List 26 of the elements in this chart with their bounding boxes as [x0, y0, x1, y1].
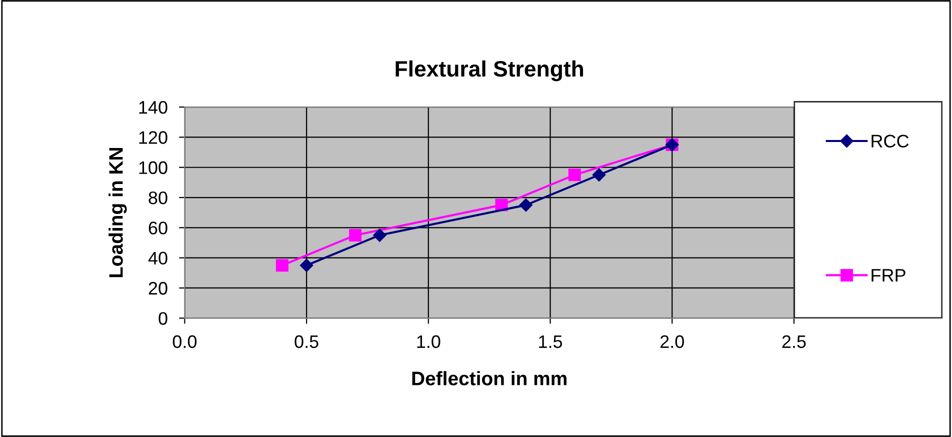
x-tick-label: 1.0	[417, 335, 440, 348]
x-axis-title: Deflection in mm	[412, 371, 566, 386]
x-tick-label: 0.0	[172, 335, 197, 348]
x-tick-label: 0.5	[294, 335, 318, 348]
y-tick-label: 20	[148, 282, 168, 295]
point	[568, 168, 581, 182]
legend-label: RCC	[872, 134, 909, 148]
point	[349, 228, 362, 242]
y-tick-label: 80	[148, 191, 168, 204]
y-tick-label: 100	[139, 161, 168, 174]
point	[276, 259, 288, 272]
x-tick-label: 2.0	[660, 335, 684, 348]
y-tick-label: 140	[139, 101, 168, 114]
y-tick-label: 0	[158, 312, 168, 325]
legend-label: FRP	[872, 269, 906, 282]
chart-title: Flextural Strength	[396, 60, 584, 82]
point	[300, 258, 314, 272]
y-tick-label: 60	[148, 222, 168, 234]
y-axis-title: Loading in KN	[108, 148, 127, 278]
point	[373, 228, 386, 242]
x-tick-label: 1.5	[539, 335, 562, 348]
point	[519, 198, 532, 212]
y-tick-label: 120	[139, 131, 168, 144]
point	[592, 168, 606, 182]
y-tick-label: 40	[148, 252, 168, 265]
x-tick-label: 2.5	[782, 335, 806, 348]
